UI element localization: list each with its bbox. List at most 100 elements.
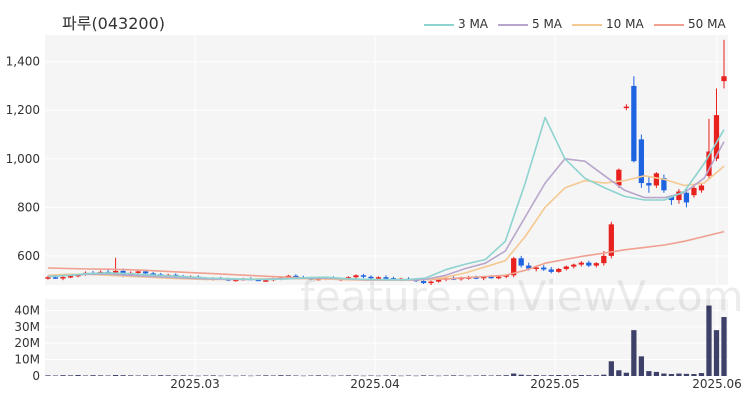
price-tick-label: 1,400 bbox=[6, 55, 40, 69]
volume-bar bbox=[45, 375, 51, 376]
candle-body bbox=[653, 173, 660, 186]
volume-bar bbox=[127, 375, 134, 376]
volume-bar bbox=[390, 375, 397, 376]
volume-bar bbox=[676, 373, 682, 376]
x-tick-label: 2025.05 bbox=[530, 377, 580, 391]
volume-panel bbox=[45, 299, 728, 376]
volume-bar bbox=[450, 375, 457, 376]
volume-bar bbox=[338, 375, 344, 377]
volume-bar bbox=[465, 375, 472, 377]
candle-body bbox=[631, 85, 637, 162]
volume-bar bbox=[158, 375, 164, 376]
candle-body bbox=[143, 271, 149, 274]
legend-item-10ma: 10 MA bbox=[572, 17, 644, 31]
candle-body bbox=[646, 183, 652, 186]
volume-bar bbox=[511, 373, 517, 376]
volume-tick-label: 30M bbox=[14, 320, 40, 334]
candle-body bbox=[375, 277, 382, 279]
volume-bar bbox=[345, 375, 352, 376]
volume-bar bbox=[165, 375, 171, 376]
volume-bar bbox=[616, 370, 622, 376]
volume-bar bbox=[203, 375, 209, 377]
price-tick-label: 600 bbox=[17, 249, 40, 263]
volume-bar bbox=[488, 375, 494, 377]
volume-bar bbox=[593, 375, 599, 376]
volume-bar bbox=[240, 375, 246, 377]
candle-body bbox=[473, 277, 479, 279]
legend-item-50ma: 50 MA bbox=[654, 17, 726, 31]
legend-label-10ma: 10 MA bbox=[606, 17, 644, 31]
price-tick-label: 1,000 bbox=[6, 152, 40, 166]
volume-bar bbox=[443, 375, 449, 377]
volume-bar bbox=[360, 375, 367, 377]
volume-bar bbox=[353, 375, 359, 377]
volume-bar bbox=[691, 374, 697, 376]
volume-bar bbox=[150, 375, 156, 377]
volume-bar bbox=[270, 375, 276, 377]
candle-body bbox=[608, 224, 614, 256]
volume-bar bbox=[383, 375, 389, 377]
candle-body bbox=[67, 276, 74, 278]
candle-body bbox=[533, 267, 539, 270]
volume-bar bbox=[683, 373, 690, 376]
volume-bar bbox=[82, 375, 89, 377]
volume-bar bbox=[210, 375, 216, 376]
candle-body bbox=[721, 76, 727, 82]
volume-bar bbox=[503, 375, 509, 376]
volume-bar bbox=[263, 375, 269, 376]
volume-bar bbox=[518, 374, 524, 376]
volume-bar bbox=[75, 375, 81, 376]
price-tick-label: 800 bbox=[17, 200, 40, 214]
volume-bar bbox=[413, 375, 419, 377]
volume-tick-label: 20M bbox=[14, 336, 40, 350]
volume-bar bbox=[375, 375, 382, 377]
volume-bar bbox=[105, 375, 111, 377]
volume-bar bbox=[458, 375, 464, 377]
volume-bar bbox=[668, 374, 675, 376]
candle-body bbox=[233, 279, 239, 282]
chart-legend: 3 MA 5 MA 10 MA 50 MA bbox=[0, 17, 750, 37]
price-panel bbox=[45, 35, 728, 285]
volume-bar bbox=[323, 375, 329, 377]
volume-bar bbox=[706, 305, 712, 376]
volume-bar bbox=[405, 375, 412, 377]
volume-bar bbox=[218, 375, 224, 377]
volume-bar bbox=[496, 375, 502, 376]
volume-bar bbox=[143, 375, 149, 376]
volume-bar bbox=[473, 375, 479, 377]
candle-body bbox=[668, 196, 675, 201]
volume-bar bbox=[435, 375, 442, 377]
candle-body bbox=[638, 139, 645, 184]
x-tick-label: 2025.06 bbox=[692, 377, 742, 391]
volume-bar bbox=[638, 356, 645, 376]
volume-bar bbox=[556, 375, 562, 376]
candle-body bbox=[713, 115, 720, 159]
volume-bar bbox=[308, 375, 314, 377]
volume-bar bbox=[563, 375, 569, 376]
candle-body bbox=[593, 263, 599, 266]
candle-body bbox=[428, 281, 434, 284]
candle-body bbox=[488, 276, 494, 279]
candle-body bbox=[563, 266, 569, 269]
candle-body bbox=[616, 169, 622, 186]
x-tick-label: 2025.03 bbox=[170, 377, 220, 391]
volume-bar bbox=[97, 375, 104, 376]
volume-bar bbox=[255, 375, 261, 377]
candle-body bbox=[293, 275, 299, 278]
volume-bar bbox=[225, 375, 231, 377]
volume-bar bbox=[90, 375, 96, 376]
volume-tick-label: 0 bbox=[32, 369, 40, 383]
volume-bar bbox=[233, 375, 239, 377]
legend-label-5ma: 5 MA bbox=[532, 17, 563, 31]
volume-bar bbox=[330, 375, 337, 377]
candle-body bbox=[556, 268, 562, 272]
x-tick-label: 2025.04 bbox=[350, 377, 400, 391]
volume-bar bbox=[67, 375, 74, 376]
candle-body bbox=[691, 187, 697, 196]
candle-body bbox=[52, 277, 59, 279]
candle-body bbox=[255, 279, 261, 282]
legend-item-5ma: 5 MA bbox=[498, 17, 562, 31]
candle-body bbox=[623, 106, 629, 109]
candle-body bbox=[496, 276, 502, 279]
volume-bar bbox=[285, 375, 291, 376]
